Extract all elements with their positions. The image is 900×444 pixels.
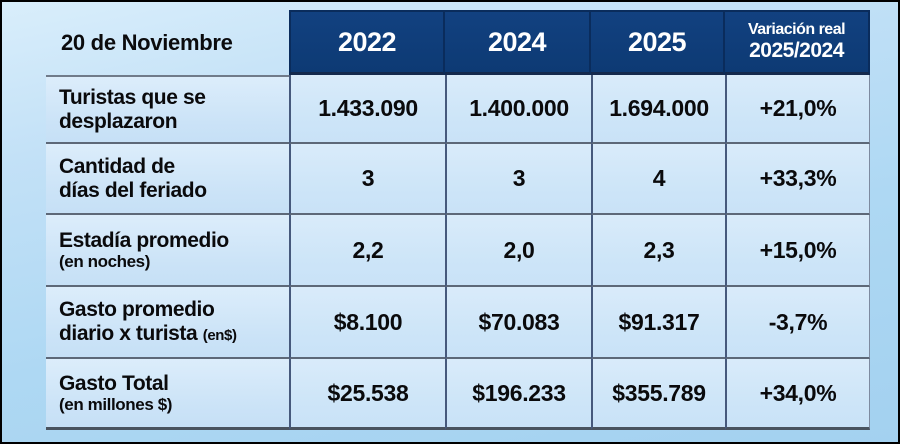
cell-dias-variation: +33,3% (725, 144, 870, 215)
cell-estadia-2022: 2,2 (289, 215, 445, 287)
cell-gasto-diario-2022: $8.100 (289, 287, 445, 359)
cell-turistas-2025: 1.694.000 (591, 75, 725, 144)
cell-gasto-total-2025: $355.789 (591, 359, 725, 430)
row-label-estadia: Estadía promedio (en noches) (46, 215, 289, 287)
row-label-line1: Gasto promedio (59, 298, 215, 322)
cell-dias-2024: 3 (445, 144, 591, 215)
row-label-line1: Cantidad de (59, 154, 175, 178)
cell-gasto-total-2024: $196.233 (445, 359, 591, 430)
cell-gasto-diario-2024: $70.083 (445, 287, 591, 359)
row-label-line2: (en noches) (59, 252, 151, 272)
row-label-line2: diario x turista (59, 322, 198, 345)
cell-turistas-2022: 1.433.090 (289, 75, 445, 144)
cell-gasto-total-variation: +34,0% (725, 359, 870, 430)
row-label-gasto-diario: Gasto promedio diario x turista (en$) (46, 287, 289, 359)
row-label-line1: Gasto Total (59, 371, 169, 395)
cell-gasto-diario-variation: -3,7% (725, 287, 870, 359)
cell-estadia-2024: 2,0 (445, 215, 591, 287)
row-label-turistas: Turistas que se desplazaron (46, 75, 289, 144)
cell-turistas-variation: +21,0% (725, 75, 870, 144)
row-label-line2-wrap: diario x turista (en$) (59, 322, 237, 346)
cell-gasto-total-2022: $25.538 (289, 359, 445, 430)
row-label-line1: Estadía promedio (59, 228, 229, 252)
variation-header-line2: 2025/2024 (749, 39, 844, 63)
row-label-line2: (en millones $) (59, 395, 173, 415)
row-label-dias-feriado: Cantidad de días del feriado (46, 144, 289, 215)
cell-dias-2022: 3 (289, 144, 445, 215)
row-label-suffix: (en$) (202, 327, 237, 344)
cell-gasto-diario-2025: $91.317 (591, 287, 725, 359)
row-label-line2: días del feriado (59, 178, 207, 202)
col-header-variation: Variación real 2025/2024 (725, 10, 870, 75)
row-label-gasto-total: Gasto Total (en millones $) (46, 359, 289, 430)
table-corner-title: 20 de Noviembre (46, 10, 289, 75)
tourism-stats-table: 20 de Noviembre 2022 2024 2025 Variación… (46, 10, 870, 430)
row-label-line1: Turistas que se (59, 85, 206, 109)
cell-turistas-2024: 1.400.000 (445, 75, 591, 144)
row-label-line2: desplazaron (59, 109, 178, 133)
variation-header-line1: Variación real (747, 20, 846, 38)
corner-title-text: 20 de Noviembre (61, 29, 233, 55)
col-header-2022: 2022 (289, 10, 445, 75)
col-header-2024: 2024 (445, 10, 591, 75)
cell-estadia-2025: 2,3 (591, 215, 725, 287)
cell-estadia-variation: +15,0% (725, 215, 870, 287)
col-header-2025: 2025 (591, 10, 725, 75)
cell-dias-2025: 4 (591, 144, 725, 215)
